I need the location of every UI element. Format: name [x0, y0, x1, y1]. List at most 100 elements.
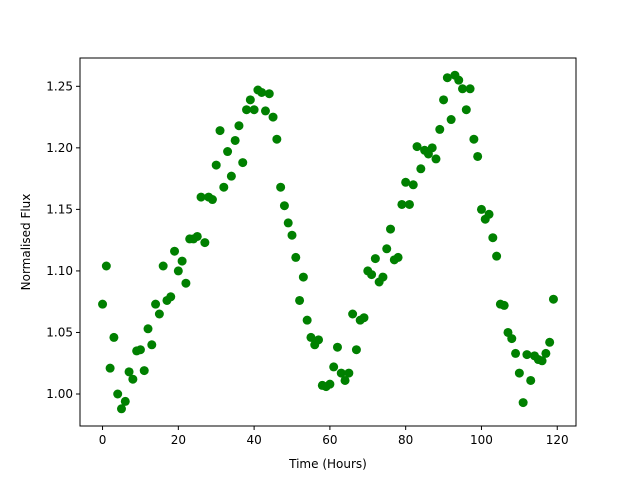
- scatter-point: [378, 272, 388, 282]
- scatter-point: [260, 106, 270, 116]
- y-axis-label: Normalised Flux: [19, 194, 33, 291]
- scatter-point: [537, 356, 547, 366]
- scatter-point: [98, 299, 108, 309]
- scatter-point: [128, 374, 138, 384]
- x-tick-label: 0: [99, 433, 107, 447]
- scatter-point: [109, 332, 119, 342]
- scatter-point: [245, 95, 255, 105]
- scatter-point: [196, 192, 206, 202]
- scatter-point: [446, 115, 456, 125]
- scatter-point: [101, 261, 111, 271]
- scatter-point: [291, 252, 301, 262]
- scatter-point: [215, 126, 225, 136]
- scatter-point: [518, 398, 528, 408]
- scatter-point: [484, 209, 494, 219]
- scatter-point: [207, 195, 217, 205]
- scatter-point: [386, 224, 396, 234]
- scatter-point: [401, 177, 411, 187]
- scatter-point: [272, 134, 282, 144]
- scatter-point: [473, 151, 483, 161]
- scatter-point: [147, 340, 157, 350]
- scatter-point: [431, 154, 441, 164]
- scatter-point: [522, 350, 532, 360]
- scatter-point: [223, 147, 233, 157]
- scatter-point: [139, 366, 149, 376]
- scatter-point: [113, 389, 123, 399]
- scatter-point: [514, 368, 524, 378]
- scatter-point: [166, 292, 176, 302]
- scatter-point: [325, 379, 335, 389]
- scatter-point: [476, 204, 486, 214]
- scatter-point: [242, 105, 252, 115]
- x-tick-label: 20: [171, 433, 186, 447]
- scatter-point: [105, 363, 115, 373]
- scatter-point: [181, 278, 191, 288]
- x-tick-label: 80: [398, 433, 413, 447]
- scatter-point: [412, 142, 422, 152]
- scatter-point: [465, 84, 475, 94]
- scatter-point: [351, 345, 361, 355]
- scatter-point: [340, 375, 350, 385]
- scatter-point: [173, 266, 183, 276]
- x-tick-label: 40: [246, 433, 261, 447]
- scatter-point: [488, 233, 498, 243]
- y-tick-label: 1.00: [46, 387, 73, 401]
- scatter-point: [226, 171, 236, 181]
- scatter-point: [314, 335, 324, 345]
- scatter-point: [404, 199, 414, 209]
- scatter-point: [143, 324, 153, 334]
- scatter-point: [302, 315, 312, 325]
- scatter-point: [382, 244, 392, 254]
- x-tick-label: 60: [322, 433, 337, 447]
- scatter-point: [458, 84, 468, 94]
- scatter-point: [439, 95, 449, 105]
- x-axis-label: Time (Hours): [288, 457, 367, 471]
- scatter-point: [151, 299, 161, 309]
- scatter-point: [170, 246, 180, 256]
- x-tick-label: 100: [470, 433, 493, 447]
- scatter-point: [298, 272, 308, 282]
- scatter-point: [427, 143, 437, 153]
- y-tick-label: 1.25: [46, 79, 73, 93]
- scatter-point: [287, 230, 297, 240]
- plot-frame: [79, 57, 577, 427]
- scatter-point: [135, 345, 145, 355]
- scatter-point: [230, 135, 240, 145]
- scatter-point: [393, 252, 403, 262]
- scatter-point: [238, 158, 248, 168]
- scatter-point: [469, 134, 479, 144]
- scatter-point: [526, 375, 536, 385]
- scatter-point: [192, 231, 202, 241]
- scatter-point: [332, 342, 342, 352]
- scatter-point: [336, 368, 346, 378]
- scatter-point: [545, 337, 555, 347]
- scatter-point: [367, 270, 377, 280]
- scatter-point: [268, 112, 278, 122]
- scatter-point: [416, 164, 426, 174]
- scatter-point: [234, 121, 244, 131]
- scatter-point: [435, 124, 445, 134]
- scatter-point: [283, 218, 293, 228]
- scatter-point: [397, 199, 407, 209]
- scatter-point: [442, 73, 452, 83]
- scatter-point: [295, 295, 305, 305]
- y-tick-label: 1.20: [46, 141, 73, 155]
- scatter-point: [279, 201, 289, 211]
- scatter-point: [276, 182, 286, 192]
- scatter-point: [177, 256, 187, 266]
- scatter-point: [461, 105, 471, 115]
- scatter-point: [211, 160, 221, 170]
- scatter-point: [124, 367, 134, 377]
- scatter-point: [541, 348, 551, 358]
- scatter-point: [154, 309, 164, 319]
- scatter-point: [306, 332, 316, 342]
- scatter-point: [219, 182, 229, 192]
- scatter-point: [454, 75, 464, 85]
- scatter-point: [359, 313, 369, 323]
- scatter-point: [257, 87, 267, 97]
- y-tick-label: 1.10: [46, 264, 73, 278]
- scatter-point: [548, 294, 558, 304]
- scatter-point: [264, 89, 274, 99]
- scatter-point: [158, 261, 168, 271]
